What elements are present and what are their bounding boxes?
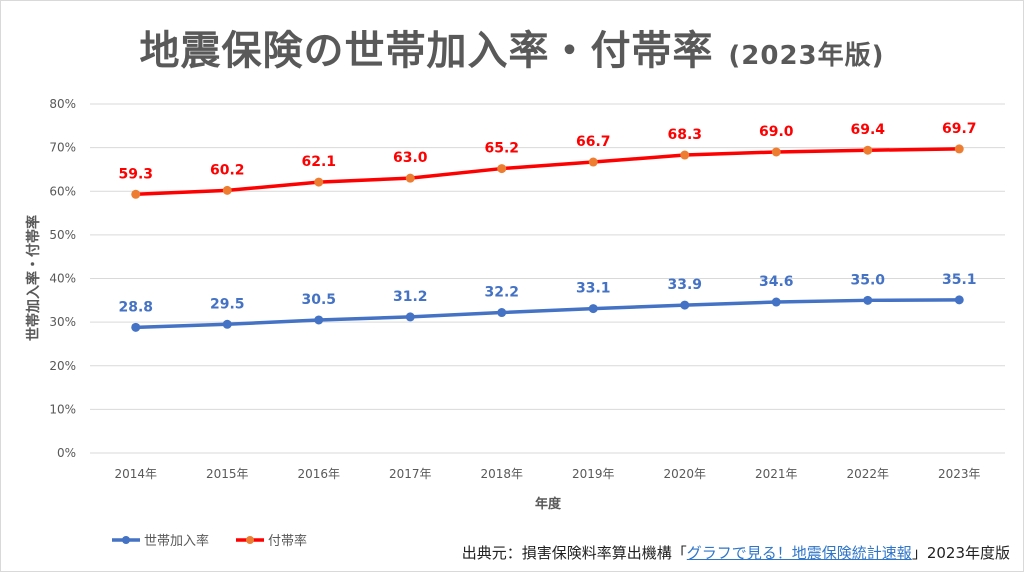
x-axis-label: 年度 — [535, 496, 562, 512]
data-point — [771, 147, 781, 157]
data-point — [314, 177, 324, 187]
data-point — [954, 144, 964, 154]
x-tick-label: 2017年 — [389, 467, 432, 481]
series-line-0 — [135, 298, 960, 330]
data-point — [680, 150, 690, 160]
title-suffix: (2023年版) — [728, 41, 885, 71]
y-axis-label: 世帯加入率・付帯率 — [25, 215, 42, 341]
data-point — [405, 173, 415, 183]
data-label: 60.2 — [210, 162, 245, 178]
x-tick-label: 2016年 — [297, 467, 340, 481]
data-label: 66.7 — [576, 134, 611, 150]
x-tick-label: 2021年 — [755, 467, 798, 481]
data-label: 69.4 — [850, 122, 885, 138]
data-point — [680, 300, 690, 310]
data-point — [131, 322, 141, 332]
data-label: 33.9 — [667, 277, 702, 293]
y-tick-label: 20% — [49, 359, 76, 373]
data-point — [771, 297, 781, 307]
y-tick-label: 10% — [49, 402, 76, 416]
x-tick-label: 2019年 — [572, 467, 615, 481]
data-point — [863, 145, 873, 155]
x-tick-label: 2018年 — [480, 467, 523, 481]
data-label: 69.0 — [759, 124, 794, 140]
y-tick-label: 80% — [49, 97, 76, 111]
data-point — [497, 308, 507, 318]
data-label: 35.1 — [942, 272, 977, 288]
x-tick-label: 2014年 — [114, 467, 157, 481]
y-tick-label: 70% — [49, 141, 76, 155]
legend-label: 世帯加入率 — [144, 533, 209, 549]
data-label: 29.5 — [210, 296, 245, 312]
y-tick-label: 40% — [49, 272, 76, 286]
data-label: 59.3 — [118, 166, 153, 182]
legend-marker-1 — [246, 536, 254, 544]
series-line-1 — [135, 147, 960, 197]
data-point — [131, 189, 141, 199]
data-label: 30.5 — [301, 292, 336, 308]
x-tick-label: 2020年 — [663, 467, 706, 481]
data-label: 28.8 — [118, 299, 153, 315]
title-main: 地震保険の世帯加入率・付帯率 — [139, 28, 714, 74]
data-label: 33.1 — [576, 281, 611, 297]
data-label: 69.7 — [942, 121, 977, 137]
data-point — [222, 185, 232, 195]
data-label: 62.1 — [301, 154, 336, 170]
y-tick-label: 60% — [49, 184, 76, 198]
data-point — [954, 295, 964, 305]
legend-marker-0 — [122, 536, 130, 544]
source-suffix: 」2023年度版 — [911, 544, 1010, 562]
source-link[interactable]: グラフで見る！地震保険統計速報 — [686, 544, 912, 562]
legend-label: 付帯率 — [268, 533, 307, 549]
y-tick-label: 30% — [49, 315, 76, 329]
data-label: 34.6 — [759, 274, 794, 290]
data-point — [314, 315, 324, 325]
x-tick-label: 2023年 — [938, 467, 981, 481]
data-label: 31.2 — [393, 289, 428, 305]
data-label: 32.2 — [484, 285, 519, 301]
x-tick-label: 2022年 — [846, 467, 889, 481]
y-tick-label: 0% — [57, 446, 76, 460]
data-point — [588, 157, 598, 167]
data-point — [588, 304, 598, 314]
data-label: 35.0 — [850, 272, 885, 288]
y-tick-label: 50% — [49, 228, 76, 242]
data-point — [222, 319, 232, 329]
chart-title: 地震保険の世帯加入率・付帯率 (2023年版) — [0, 18, 1024, 76]
data-point — [863, 295, 873, 305]
data-point — [497, 164, 507, 174]
source-prefix: 出典元：損害保険料率算出機構「 — [461, 544, 687, 562]
x-tick-label: 2015年 — [206, 467, 249, 481]
source-note: 出典元：損害保険料率算出機構「グラフで見る！地震保険統計速報」2023年度版 — [462, 542, 1010, 563]
data-point — [405, 312, 415, 322]
data-label: 65.2 — [484, 141, 519, 157]
data-label: 68.3 — [667, 127, 702, 143]
data-label: 63.0 — [393, 150, 428, 166]
